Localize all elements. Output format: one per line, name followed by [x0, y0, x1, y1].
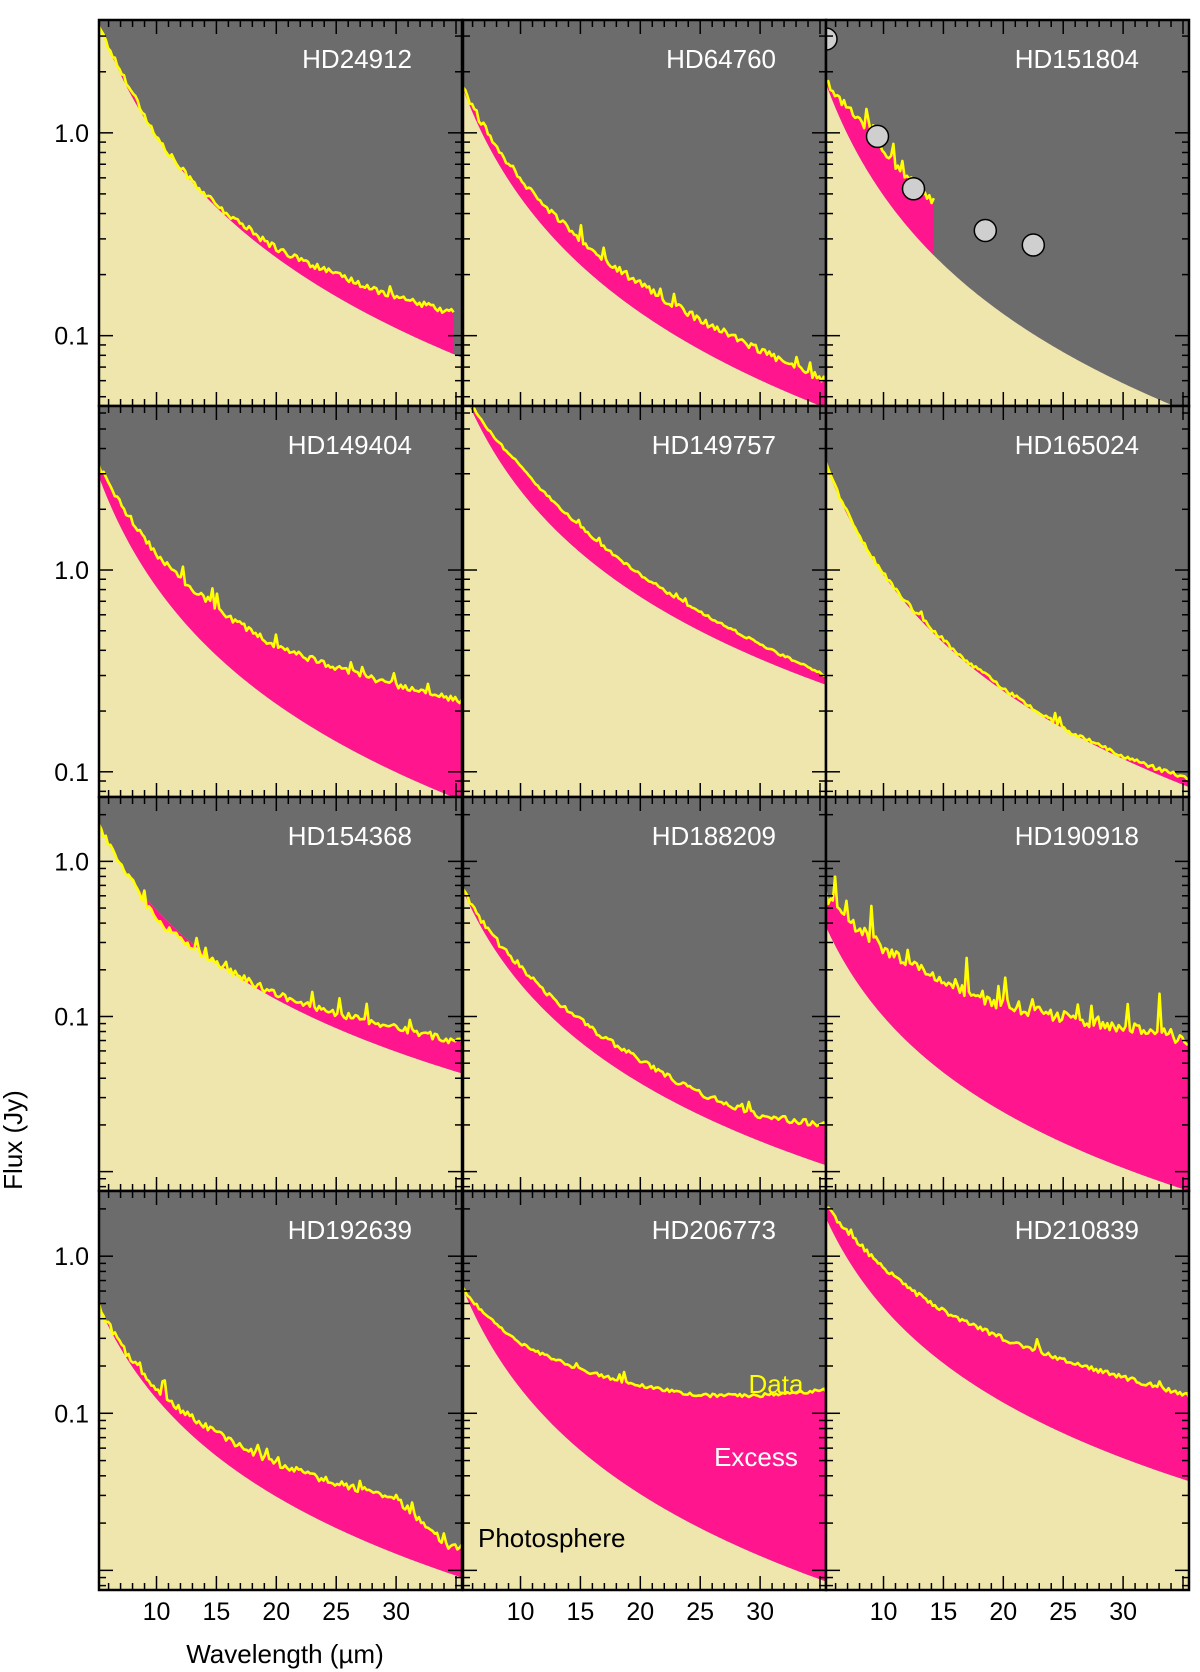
photosphere-area	[99, 476, 462, 797]
panel-HD210839: 10 15 20 25 30 HD210839	[824, 1189, 1191, 1626]
x-tick-label: 15	[929, 1598, 957, 1626]
data-spectrum-line	[826, 461, 1189, 782]
x-tick-label: 25	[322, 1598, 350, 1626]
x-tick-label: 15	[202, 1598, 230, 1626]
x-tick-label: 25	[686, 1598, 714, 1626]
panel-title: HD64760	[666, 44, 776, 74]
panel-title: HD151804	[1015, 44, 1139, 74]
panel-HD165024: HD165024	[824, 404, 1191, 799]
y-tick-label: 1.0	[54, 557, 89, 585]
data-spectrum-line	[826, 875, 1189, 1046]
panel-title: HD190918	[1015, 821, 1139, 851]
legend: Data Excess Photosphere	[478, 1369, 804, 1553]
panel-title: HD206773	[652, 1215, 776, 1245]
data-spectrum-line	[99, 823, 462, 1045]
panel-title: HD165024	[1015, 430, 1139, 460]
photosphere-area	[463, 890, 826, 1191]
panel-HD188209: HD188209	[461, 795, 828, 1193]
y-tick-label: 0.1	[54, 1400, 89, 1428]
photometry-point	[1021, 233, 1046, 257]
excess-area	[99, 824, 462, 1074]
panel-HD151804: HD151804	[824, 18, 1191, 408]
panel-title: HD149404	[288, 430, 412, 460]
y-tick-label: 1.0	[54, 848, 89, 876]
x-axis-title: Wavelength (µm)	[186, 1639, 384, 1669]
data-spectrum-line	[99, 1303, 462, 1551]
photometry-point	[973, 218, 998, 243]
excess-area	[826, 1207, 1189, 1482]
data-spectrum-line	[826, 1206, 1189, 1398]
excess-area	[826, 876, 1189, 1191]
y-tick-label: 0.1	[54, 1004, 89, 1032]
photosphere-area	[463, 88, 826, 406]
excess-area	[463, 889, 826, 1166]
x-tick-label: 20	[989, 1598, 1017, 1626]
panel-title: HD188209	[652, 821, 776, 851]
photosphere-area	[99, 1306, 462, 1590]
data-spectrum-line	[463, 86, 826, 383]
data-spectrum-line	[99, 26, 455, 314]
excess-area	[826, 81, 934, 256]
data-spectrum-line	[470, 406, 826, 678]
x-tick-label: 30	[1109, 1598, 1137, 1626]
panel-HD154368: 1.0 0.1 HD154368	[54, 795, 464, 1193]
excess-area	[463, 1287, 826, 1582]
x-tick-label: 10	[870, 1598, 898, 1626]
data-spectrum-line	[99, 465, 462, 705]
panel-HD149404: 1.0 0.1 HD149404	[54, 404, 464, 799]
y-axis-title: Flux (Jy)	[0, 1090, 28, 1190]
panel-HD190918: HD190918	[824, 795, 1191, 1193]
excess-area	[99, 22, 454, 355]
photosphere-area	[463, 1288, 826, 1590]
panel-HD24912: 1.0 0.1 HD24912	[54, 18, 464, 408]
panel-title: HD192639	[288, 1215, 412, 1245]
y-tick-label: 1.0	[54, 120, 89, 148]
photometry-point	[901, 177, 926, 201]
photosphere-area	[826, 465, 1189, 797]
photosphere-area	[826, 926, 1189, 1191]
photometry-point	[826, 27, 838, 51]
x-tick-label: 25	[1049, 1598, 1077, 1626]
y-tick-label: 0.1	[54, 323, 89, 351]
x-tick-label: 30	[382, 1598, 410, 1626]
panel-title: HD24912	[302, 44, 412, 74]
legend-photosphere-label: Photosphere	[478, 1523, 625, 1553]
legend-data-label: Data	[749, 1369, 804, 1399]
panel-HD149757: HD149757	[461, 404, 828, 799]
panel-HD64760: HD64760	[461, 18, 828, 408]
photosphere-area	[99, 22, 462, 406]
data-spectrum-line	[463, 1286, 826, 1399]
panel-title: HD154368	[288, 821, 412, 851]
excess-area	[463, 87, 826, 406]
photosphere-area	[826, 1218, 1189, 1590]
photometry-point	[865, 124, 890, 149]
x-tick-label: 10	[507, 1598, 535, 1626]
photosphere-area	[99, 825, 462, 1191]
x-tick-label: 30	[746, 1598, 774, 1626]
panel-title: HD149757	[652, 430, 776, 460]
panel-frame	[824, 1189, 1191, 1592]
photosphere-area	[826, 83, 1189, 406]
legend-excess-label: Excess	[714, 1442, 798, 1472]
x-tick-label: 20	[626, 1598, 654, 1626]
data-spectrum-line	[463, 888, 826, 1128]
panel-HD192639: 1.0 0.1 10 15 20 25 30 HD192639	[54, 1189, 464, 1626]
panel-HD206773: 10 15 20 25 30 HD206773	[461, 1189, 828, 1626]
y-tick-label: 0.1	[54, 759, 89, 787]
excess-area	[99, 465, 462, 797]
x-tick-label: 10	[143, 1598, 171, 1626]
x-tick-label: 20	[262, 1598, 290, 1626]
x-tick-label: 15	[566, 1598, 594, 1626]
photosphere-area	[463, 406, 826, 797]
y-tick-label: 1.0	[54, 1243, 89, 1271]
excess-area	[99, 1303, 462, 1578]
panel-title: HD210839	[1015, 1215, 1139, 1245]
panel-grid: 1.0 0.1 HD24912 HD64760 HD151804 1.0 0.1 HD1494…	[54, 18, 1191, 1626]
